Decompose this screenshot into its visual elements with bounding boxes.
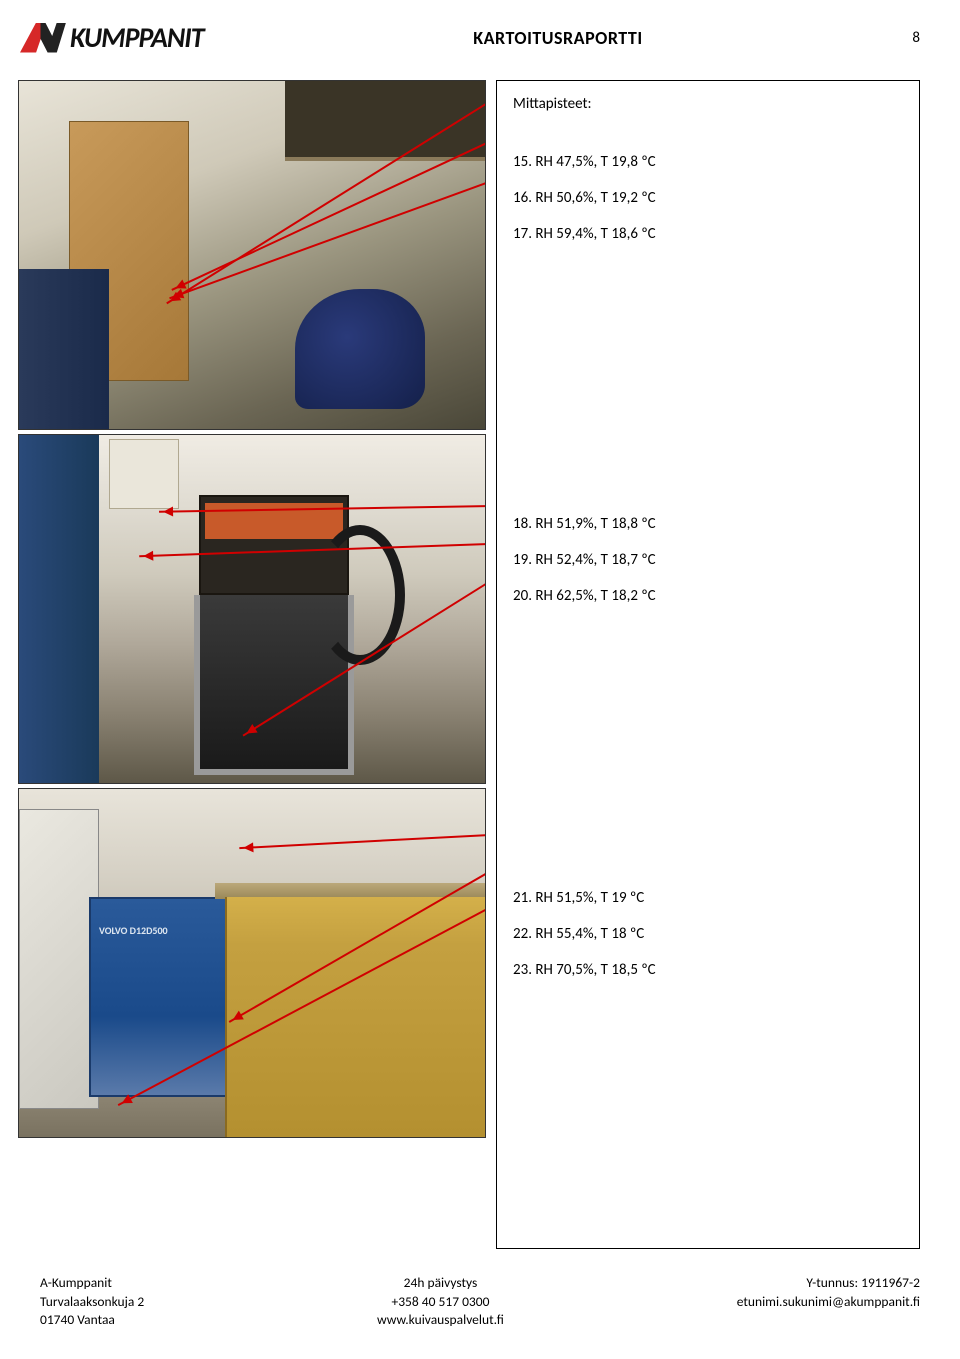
photo2-cabinet (19, 435, 99, 784)
photo3-volvo-label: VOLVO D12D500 (99, 924, 168, 937)
photo1-panel (19, 269, 109, 429)
arrow-icon (169, 181, 486, 299)
photo3-panel (19, 809, 99, 1109)
main-content: VOLVO D12D500 Mittapisteet: 15. RH 47,5%… (18, 80, 920, 1249)
measurements-panel: Mittapisteet: 15. RH 47,5%, T 19,8 ºC 16… (496, 80, 920, 1249)
photo-1 (18, 80, 486, 430)
arrow-icon (171, 141, 486, 291)
measurement-22: 22. RH 55,4%, T 18 ºC (513, 925, 903, 943)
footer-center: 24h päivystys +358 40 517 0300 www.kuiva… (377, 1274, 504, 1329)
page-footer: A-Kumppanit Turvalaaksonkuja 2 01740 Van… (40, 1274, 920, 1329)
measurement-18: 18. RH 51,9%, T 18,8 ºC (513, 515, 903, 533)
photo-3: VOLVO D12D500 (18, 788, 486, 1138)
footer-right: Y-tunnus: 1911967-2 etunimi.sukunimi@aku… (737, 1274, 920, 1329)
arrow-icon (239, 834, 486, 849)
measurement-20: 20. RH 62,5%, T 18,2 ºC (513, 587, 903, 605)
photo3-desk (225, 897, 485, 1137)
measurement-17: 17. RH 59,4%, T 18,6 ºC (513, 225, 903, 243)
photo-column: VOLVO D12D500 (18, 80, 486, 1249)
photo1-fan (295, 289, 425, 409)
photo2-box (109, 439, 179, 509)
measurement-19: 19. RH 52,4%, T 18,7 ºC (513, 551, 903, 569)
measurement-15: 15. RH 47,5%, T 19,8 ºC (513, 153, 903, 171)
measurement-block-2: 18. RH 51,9%, T 18,8 ºC 19. RH 52,4%, T … (513, 515, 903, 623)
logo-mark-icon (20, 23, 66, 53)
measurement-block-3: 21. RH 51,5%, T 19 ºC 22. RH 55,4%, T 18… (513, 889, 903, 997)
measurement-23: 23. RH 70,5%, T 18,5 ºC (513, 961, 903, 979)
page-number: 8 (912, 29, 920, 47)
footer-left: A-Kumppanit Turvalaaksonkuja 2 01740 Van… (40, 1274, 144, 1329)
measurement-21: 21. RH 51,5%, T 19 ºC (513, 889, 903, 907)
logo-text: KUMPPANIT (70, 20, 204, 55)
measurement-16: 16. RH 50,6%, T 19,2 ºC (513, 189, 903, 207)
measurement-block-1: 15. RH 47,5%, T 19,8 ºC 16. RH 50,6%, T … (513, 153, 903, 261)
document-title: KARTOITUSRAPORTTI (473, 27, 642, 49)
section-title: Mittapisteet: (513, 95, 903, 113)
page-header: KUMPPANIT KARTOITUSRAPORTTI 8 (20, 20, 920, 55)
company-logo: KUMPPANIT (20, 20, 204, 55)
photo-2 (18, 434, 486, 784)
